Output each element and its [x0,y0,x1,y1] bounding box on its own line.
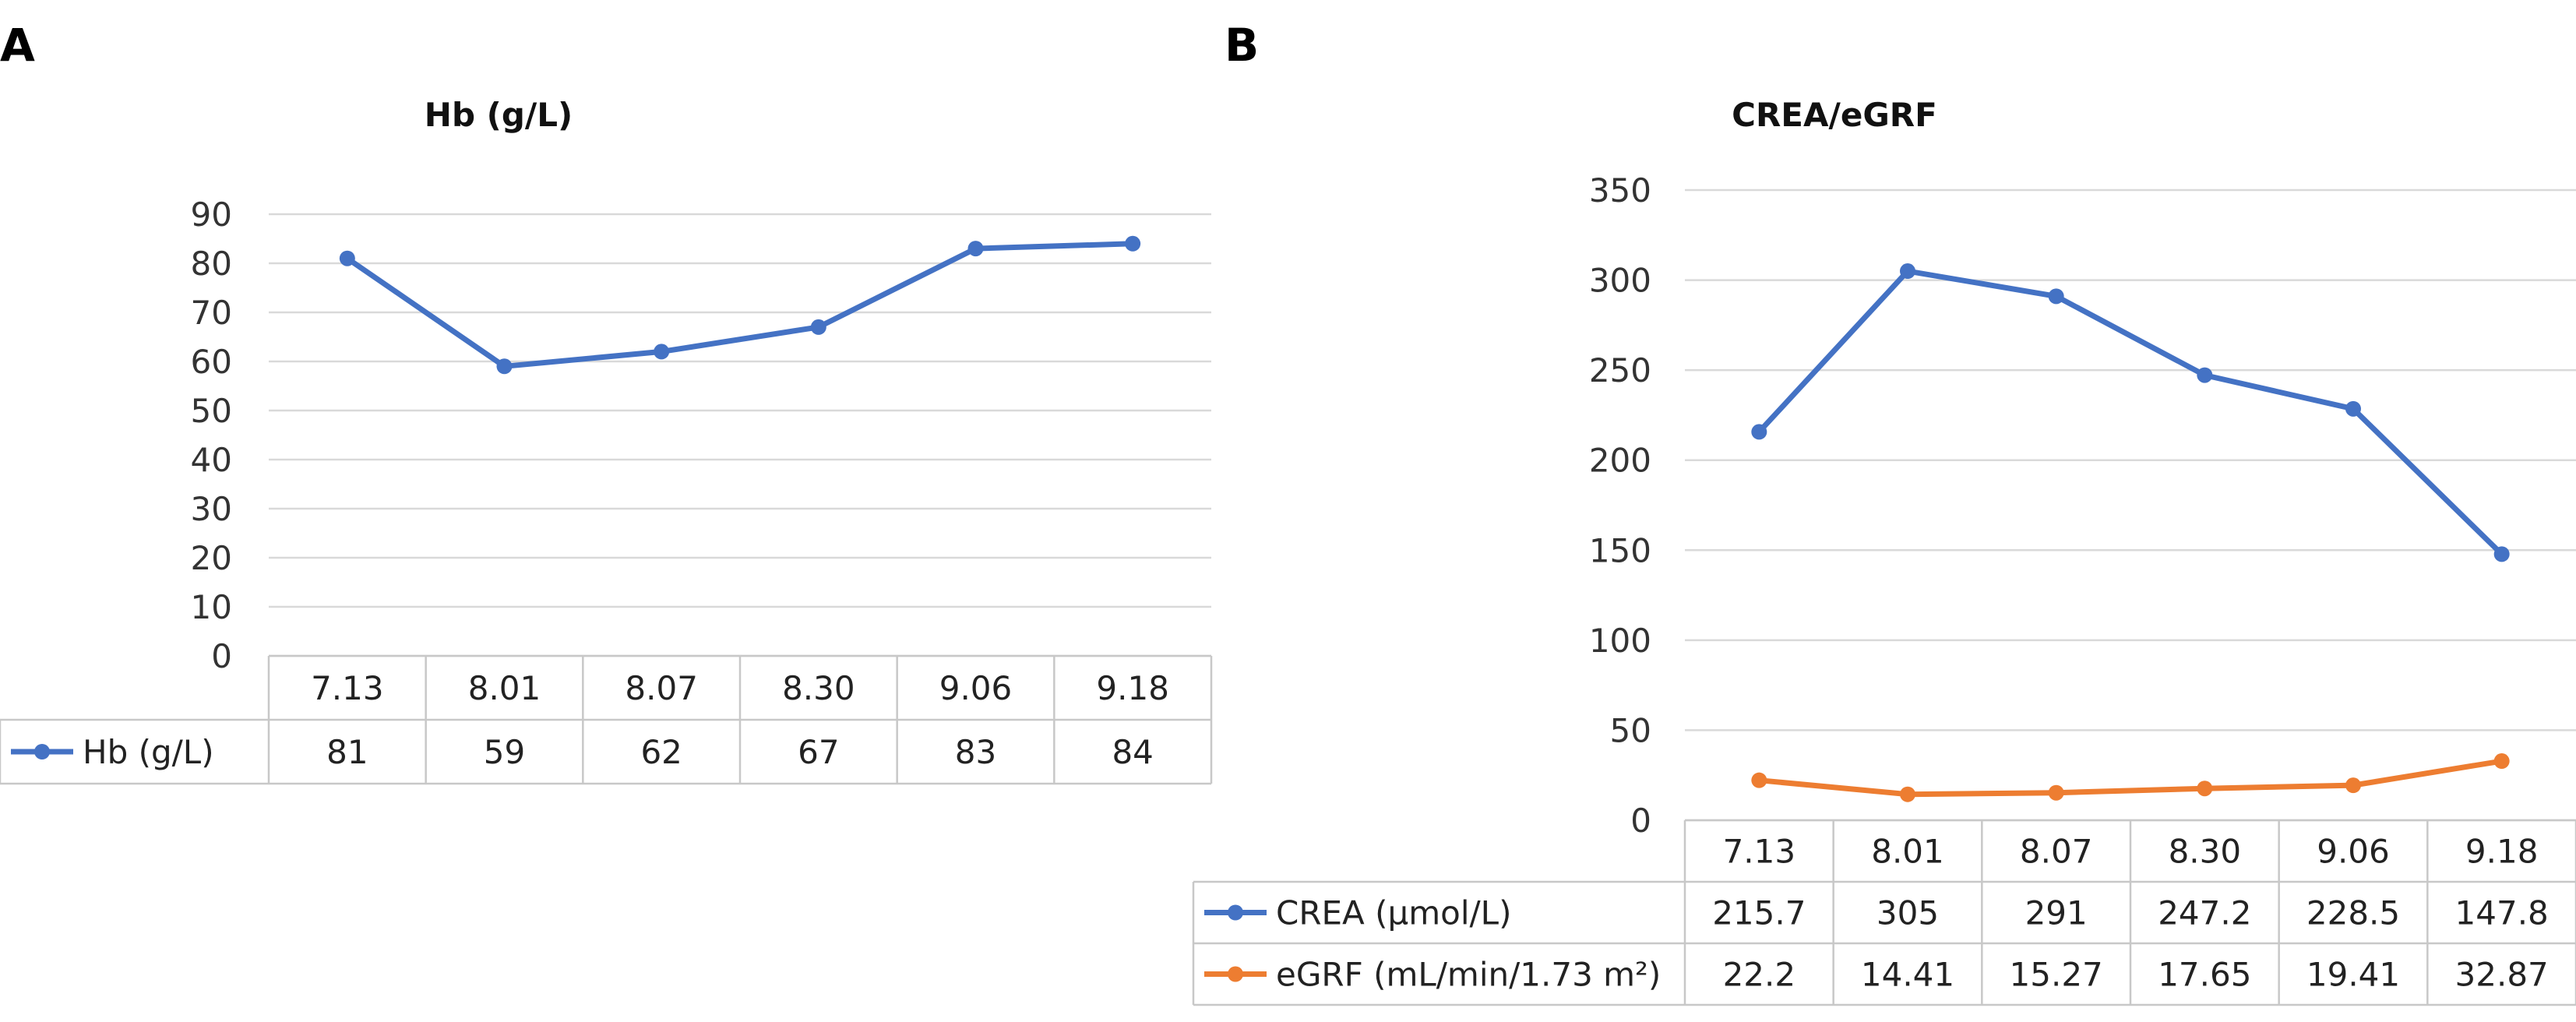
hb-data-point [496,358,513,375]
hb-category-label: 8.30 [782,669,855,707]
hb-series-line [344,241,1136,369]
crea-value-cell: 291 [2025,894,2088,932]
crea-value-cell: 22.2 [1723,956,1796,994]
hb-data-point [1125,235,1141,252]
crea-category-label: 8.30 [2169,833,2242,871]
crea-legend-swatch-marker [1228,904,1243,921]
crea-data-point [2345,400,2361,417]
hb-value-cell: 62 [640,733,682,771]
crea-data-point [1900,786,1915,802]
crea-data-point [2048,784,2064,801]
crea-value-cell: 15.27 [2010,956,2103,994]
hb-y-tick-label: 50 [191,392,232,430]
hb-y-tick-label: 10 [191,588,232,626]
crea-data-point [1900,263,1915,280]
hb-data-point [654,344,670,360]
hb-value-cell: 67 [798,733,839,771]
crea-value-cell: 19.41 [2306,956,2400,994]
crea-y-tick-label: 100 [1589,622,1651,660]
crea-value-cell: 247.2 [2158,894,2251,932]
crea-y-tick-label: 0 [1630,802,1651,840]
crea-y-tick-label: 250 [1589,351,1651,389]
panel-b-label: B [1225,19,1259,72]
crea-y-tick-label: 350 [1589,171,1651,210]
crea-data-point [2493,753,2510,770]
crea-value-cell: 14.41 [1861,956,1954,994]
crea-value-cell: 215.7 [1712,894,1806,932]
crea-data-point [2048,288,2064,305]
hb-category-label: 8.07 [625,669,698,707]
hb-y-tick-label: 40 [191,441,232,479]
hb-category-label: 7.13 [311,669,384,707]
crea-data-point [2197,367,2213,383]
crea-value-cell: 228.5 [2306,894,2400,932]
crea-data-point [2197,781,2213,797]
hb-data-point [810,319,826,335]
crea-category-label: 9.06 [2317,833,2390,871]
hb-y-tick-label: 30 [191,490,232,528]
hb-data-point [339,250,355,266]
crea-category-label: 7.13 [1723,833,1796,871]
crea-value-cell: 147.8 [2455,894,2549,932]
hb-chart: Hb (g/L) 0 10 20 30 40 50 60 70 80 90 7.13 8.01 8.07 8… [0,96,1213,785]
hb-series-name: Hb (g/L) [83,733,214,771]
hb-value-cell: 83 [955,733,996,771]
hb-category-label: 8.01 [468,669,541,707]
crea-data-point [2493,546,2510,562]
crea-y-tick-label: 150 [1589,531,1651,569]
crea-chart-title: CREA/eGRF [1732,96,1937,134]
hb-category-label: 9.18 [1096,669,1169,707]
hb-y-tick-label: 70 [191,294,232,332]
crea-value-cell: 17.65 [2158,956,2251,994]
hb-category-label: 9.06 [939,669,1013,707]
crea-series-line [1756,268,2505,557]
crea-y-tick-label: 200 [1589,442,1651,480]
crea-data-point [1751,424,1767,440]
crea-value-cell: 32.87 [2455,956,2549,994]
hb-value-cell: 59 [484,733,525,771]
crea-category-label: 8.01 [1871,833,1944,871]
crea-series-name: eGRF (mL/min/1.73 m²) [1276,956,1661,994]
hb-y-tick-label: 90 [191,196,232,234]
hb-legend-swatch-marker [34,744,50,759]
hb-y-tick-label: 20 [191,539,232,577]
crea-category-label: 9.18 [2465,833,2539,871]
hb-y-tick-label: 60 [191,343,232,381]
hb-value-cell: 84 [1112,733,1153,771]
crea-data-point [2345,777,2361,794]
crea-series-line [1756,758,2505,798]
hb-value-cell: 81 [326,733,368,771]
hb-data-point [967,241,984,257]
crea-y-tick-label: 300 [1589,262,1651,300]
panel-a-label: A [0,19,35,72]
hb-y-tick-label: 0 [211,637,232,675]
crea-series-name: CREA (μmol/L) [1276,894,1511,932]
crea-category-label: 8.07 [2020,833,2093,871]
hb-chart-title: Hb (g/L) [425,96,573,134]
crea-y-tick-label: 50 [1610,711,1651,749]
crea-data-point [1751,772,1767,788]
hb-y-tick-label: 80 [191,245,232,283]
crea-legend-swatch-marker [1228,966,1243,982]
crea-value-cell: 305 [1876,894,1939,932]
crea-egrf-chart: CREA/eGRF 0 50 100 150 200 250 300 350 7.13 8.01 8.… [1192,96,2576,1006]
